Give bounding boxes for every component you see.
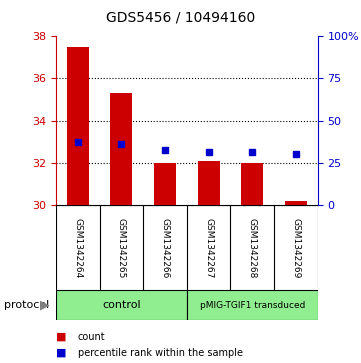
Text: count: count [78,331,105,342]
Bar [198,161,219,205]
Text: GSM1342265: GSM1342265 [117,217,126,278]
Bar [242,163,263,205]
Text: GSM1342266: GSM1342266 [161,217,170,278]
Text: protocol: protocol [4,300,49,310]
Text: GDS5456 / 10494160: GDS5456 / 10494160 [106,11,255,25]
Text: GSM1342267: GSM1342267 [204,217,213,278]
Text: control: control [102,300,141,310]
Bar [67,47,89,205]
Text: ▶: ▶ [40,299,50,312]
Text: ■: ■ [56,348,66,358]
Text: percentile rank within the sample: percentile rank within the sample [78,348,243,358]
Bar [56,290,187,320]
Bar [110,93,132,205]
Bar [154,163,176,205]
Bar [285,201,307,205]
Text: ■: ■ [56,331,66,342]
Text: pMIG-TGIF1 transduced: pMIG-TGIF1 transduced [200,301,305,310]
Bar [187,290,318,320]
Text: GSM1342269: GSM1342269 [291,217,300,278]
Text: GSM1342264: GSM1342264 [73,218,82,278]
Text: GSM1342268: GSM1342268 [248,217,257,278]
